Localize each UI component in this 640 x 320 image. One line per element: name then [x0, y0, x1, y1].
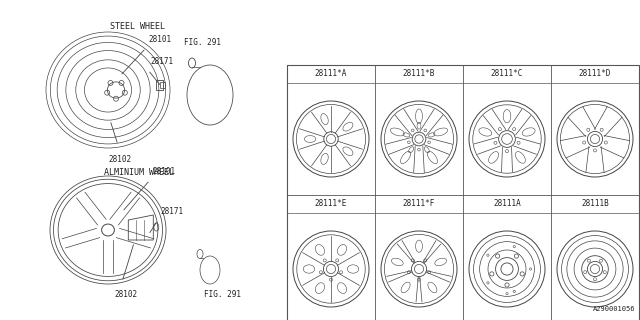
Text: 28102: 28102: [108, 155, 131, 164]
Text: 28171: 28171: [150, 57, 173, 66]
Text: A290001056: A290001056: [593, 306, 635, 312]
Bar: [160, 82, 165, 88]
Text: 28111*E: 28111*E: [315, 199, 347, 209]
Text: FIG. 291: FIG. 291: [184, 38, 221, 47]
Bar: [156, 80, 163, 90]
Bar: [287, 65, 639, 320]
Text: ALMINIUM WHEEL: ALMINIUM WHEEL: [104, 168, 174, 177]
Text: 28111*C: 28111*C: [491, 69, 523, 78]
Text: 28111*D: 28111*D: [579, 69, 611, 78]
Text: 28111*B: 28111*B: [403, 69, 435, 78]
Text: 28111B: 28111B: [581, 199, 609, 209]
Text: 28111*F: 28111*F: [403, 199, 435, 209]
Text: 28111A: 28111A: [493, 199, 521, 209]
Text: 28101: 28101: [148, 35, 171, 44]
Text: 28101: 28101: [152, 167, 175, 176]
Text: 28111*A: 28111*A: [315, 69, 347, 78]
Text: STEEL WHEEL: STEEL WHEEL: [110, 22, 165, 31]
Text: 28171: 28171: [160, 207, 183, 216]
Text: 28102: 28102: [114, 290, 137, 299]
Text: FIG. 291: FIG. 291: [204, 290, 241, 299]
